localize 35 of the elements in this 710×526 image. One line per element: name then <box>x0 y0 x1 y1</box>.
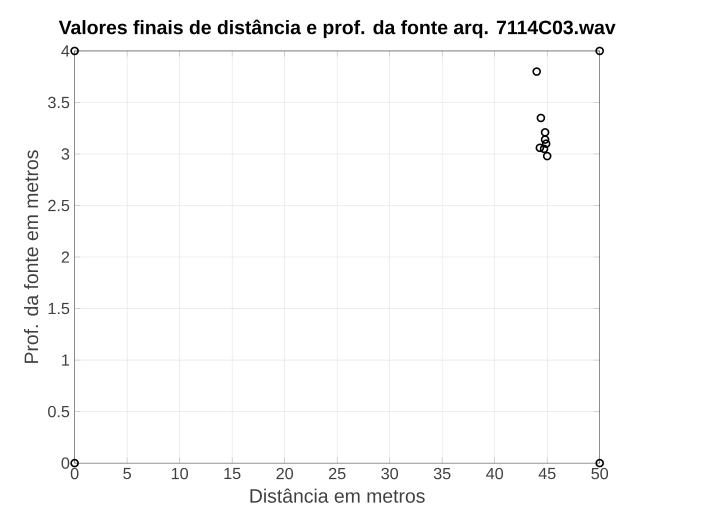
y-tick-label: 1 <box>62 354 70 366</box>
x-tick-label: 25 <box>328 468 346 480</box>
point <box>542 152 552 160</box>
point <box>70 46 79 56</box>
y-axis-title: Prof. da fonte em metros <box>24 150 38 363</box>
x-tick-label: 50 <box>591 468 608 480</box>
x-tick-label: 15 <box>224 468 240 479</box>
point <box>540 144 548 154</box>
x-tick-label: 5 <box>123 468 131 479</box>
x-tick-label: 35 <box>434 468 450 480</box>
y-tick-label: 0.5 <box>48 406 70 418</box>
point <box>536 114 546 122</box>
point <box>540 135 550 144</box>
x-tick-label: 20 <box>276 468 294 480</box>
y-tick-label: 0 <box>62 457 70 469</box>
point <box>536 143 544 152</box>
point <box>540 128 550 137</box>
y-tick-label: 4 <box>61 45 70 56</box>
y-tick-label: 1.5 <box>48 302 70 314</box>
x-tick-label: 45 <box>538 468 556 479</box>
x-tick-label: 40 <box>486 468 504 480</box>
point <box>542 139 550 148</box>
point <box>70 458 79 468</box>
x-tick-label: 0 <box>70 468 79 480</box>
y-tick-label: 2 <box>62 251 70 263</box>
x-tick-label: 10 <box>172 468 188 480</box>
x-tick-label: 30 <box>381 468 398 480</box>
y-tick-label: 3.5 <box>48 96 70 108</box>
y-tick-label: 2.5 <box>48 200 70 212</box>
point <box>595 46 604 56</box>
point <box>595 458 604 468</box>
point <box>532 67 541 76</box>
chart-title: Valores finais de distância e prof. da fonte arq. 7114C03.wav <box>58 20 616 38</box>
x-axis-title: Distância em metros <box>250 488 425 503</box>
y-tick-label: 3 <box>62 148 70 160</box>
